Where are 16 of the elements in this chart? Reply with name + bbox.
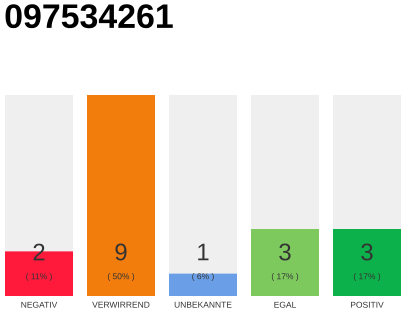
chart-title: 097534261 — [6, 4, 173, 28]
annotation: ( 17% ) — [272, 273, 298, 281]
data-label: 3 — [279, 244, 291, 260]
data-label: 1 — [198, 244, 208, 260]
data-label: 3 — [361, 244, 373, 260]
x-tick-label: UNBEKANNTE — [174, 302, 232, 308]
annotation: ( 6% ) — [192, 273, 214, 281]
annotation: ( 50% ) — [108, 273, 134, 281]
annotation: ( 17% ) — [354, 273, 380, 281]
x-tick-label: VERWIRREND — [92, 302, 150, 308]
data-label: 9 — [115, 244, 127, 260]
bar — [169, 274, 238, 296]
x-tick-label: POSITIV — [350, 302, 384, 308]
x-tick-label: NEGATIV — [21, 302, 58, 308]
x-tick-label: EGAL — [274, 302, 296, 308]
annotation: ( 11% ) — [26, 273, 52, 281]
